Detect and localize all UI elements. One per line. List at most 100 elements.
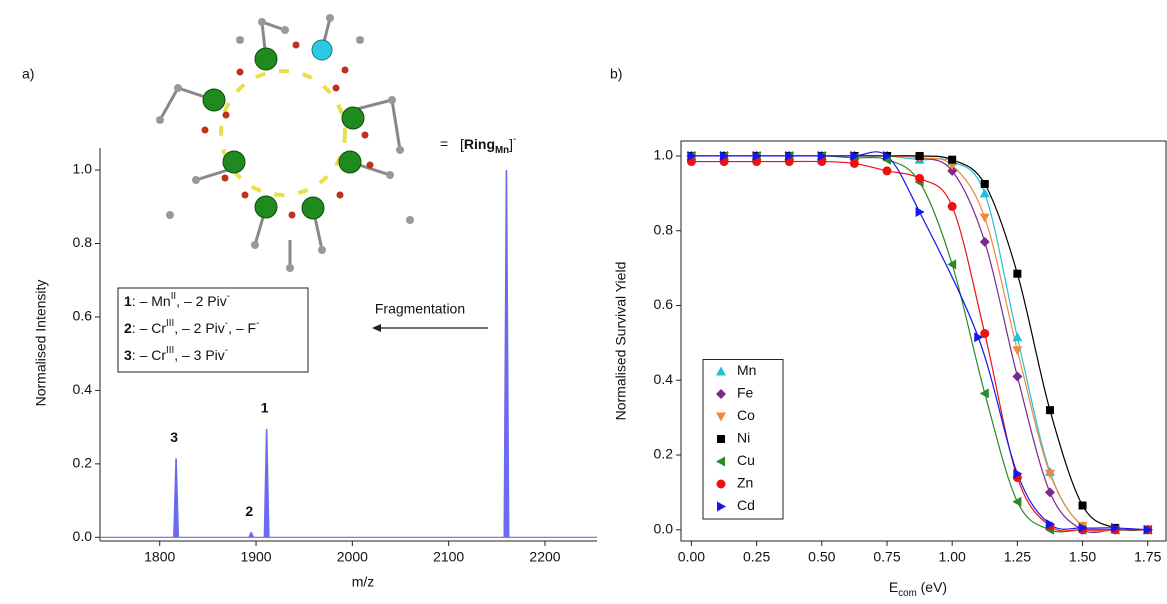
fit-line [691,151,1148,531]
data-point [850,150,860,161]
legend-label: Cu [737,452,755,468]
note-line: 1: – MnII, – 2 Piv- [124,291,230,309]
data-point [687,150,697,161]
y-tick-label: 1.0 [73,161,93,177]
arrow-label: Fragmentation [375,301,465,317]
molecule-structure [156,14,414,272]
text-run: - [225,318,228,329]
x-tick-label: 2200 [529,549,560,565]
data-point [752,150,762,161]
data-point [979,188,990,198]
text-run: III [166,318,174,329]
y-tick-label: 0.2 [73,455,93,471]
plot-frame [680,140,1167,542]
data-point [980,329,990,339]
data-point [1013,468,1023,479]
panel-label: a) [22,66,34,82]
data-point [1012,371,1023,382]
text-run: 1 [124,293,132,309]
panel-label: b) [610,66,622,82]
legend-label: Cd [737,497,755,513]
data-point [947,259,957,270]
note-box [117,287,309,373]
data-point [979,388,989,399]
ring-bonds [219,69,347,197]
legend-marker [716,412,726,422]
text-run: : – Cr [132,320,167,336]
text-run: : – Cr [132,347,167,363]
text-run: - [513,134,516,145]
y-tick-label: 0.6 [73,308,93,324]
x-tick-label: 1900 [240,549,271,565]
data-point [947,201,957,211]
data-point [979,236,990,247]
x-tick-label: 0.00 [678,549,705,565]
data-point [947,165,958,176]
x-tick-label: 1.50 [1069,549,1096,565]
data-point [1078,501,1087,510]
text-run: III [166,345,174,356]
data-point [1045,519,1055,530]
text-run: ] [509,136,513,152]
data-point [817,150,827,161]
data-point [980,179,989,188]
data-point [1013,269,1022,278]
legend-label: Zn [737,475,753,491]
text-run: E [889,579,898,595]
data-point [1044,487,1055,498]
text-run: 2 [124,320,132,336]
peak [503,170,510,538]
x-tick-label: 0.50 [808,549,835,565]
data-point [979,213,990,223]
data-point [915,207,925,218]
peak [263,428,270,538]
text-run: Ring [464,136,495,152]
peak [173,458,180,538]
legend-marker [717,435,725,443]
legend-label: Co [737,407,755,423]
text-run: (eV) [917,579,947,595]
oxygen-atoms [201,41,374,219]
x-tick-label: 0.25 [743,549,770,565]
y-tick-label: 0.2 [654,446,674,462]
text-run: , – 2 Piv [176,293,227,309]
text-run: II [171,291,176,302]
peak-label: 3 [170,429,178,445]
carbon-atoms [156,14,414,272]
dopant-atom [311,39,333,61]
data-point [1012,346,1023,356]
text-run: , – 2 Piv [174,320,225,336]
legend-label: Ni [737,430,750,446]
data-point [882,166,892,176]
y-tick-label: 0.4 [73,381,93,397]
x-tick-label: 2100 [433,549,464,565]
legend-box [702,359,784,520]
y-tick-label: 0.4 [654,371,674,387]
peak-label: 1 [261,400,269,416]
ligand-sticks [158,17,402,268]
ring-label: [RingMn]- [460,134,516,156]
ring-equals: = [440,136,448,152]
legend-label: Fe [737,385,754,401]
data-point [915,151,924,160]
peak-label: 2 [245,503,253,519]
arrowhead [372,324,381,332]
x-tick-label: 2000 [337,549,368,565]
y-axis-title: Normalised Intensity [33,280,49,407]
x-tick-label: 1.25 [1004,549,1031,565]
legend-marker [716,389,726,399]
note-line: 3: – CrIII, – 3 Piv- [124,345,228,363]
text-run: , – F [228,320,256,336]
legend-marker [717,501,726,512]
legend-marker [716,456,725,467]
legend-label: Mn [737,362,756,378]
x-axis-title: Ecom (eV) [889,579,947,599]
x-tick-label: 0.75 [873,549,900,565]
text-run: [ [460,136,464,152]
y-tick-label: 0.0 [73,528,93,544]
data-point [915,173,925,183]
y-tick-label: 0.6 [654,296,674,312]
data-point [974,332,984,343]
